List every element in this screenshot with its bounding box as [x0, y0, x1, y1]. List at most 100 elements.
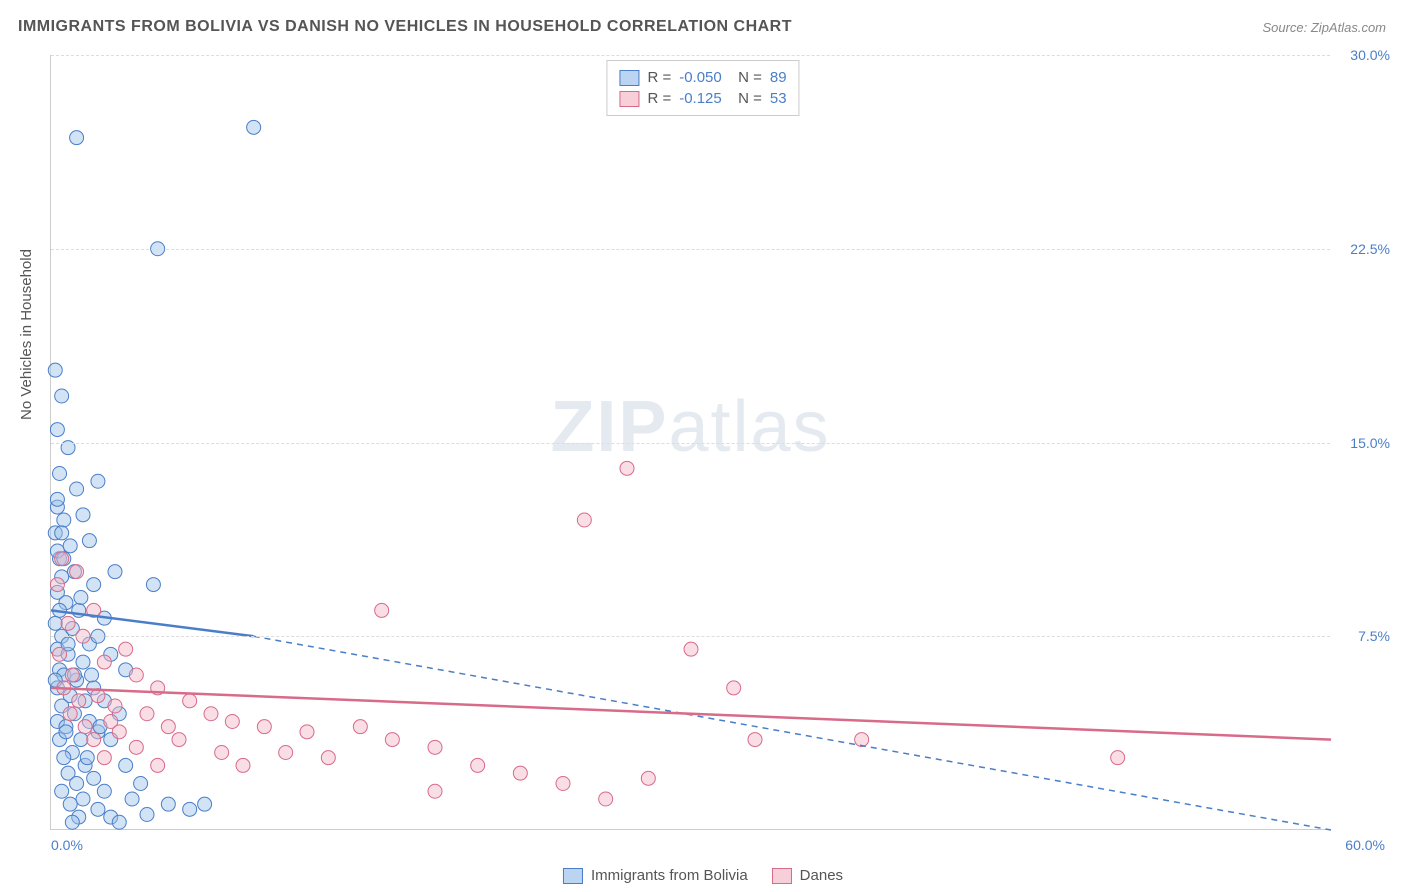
stat-n-value: 89: [770, 69, 787, 86]
data-point: [215, 746, 229, 760]
data-point: [599, 792, 613, 806]
data-point: [119, 642, 133, 656]
data-point: [61, 616, 75, 630]
y-tick-label: 15.0%: [1350, 435, 1390, 451]
series-legend: Immigrants from Bolivia Danes: [563, 867, 843, 884]
source-label: Source: ZipAtlas.com: [1262, 20, 1386, 35]
data-point: [97, 655, 111, 669]
legend-label: Danes: [800, 867, 843, 884]
data-point: [385, 733, 399, 747]
data-point: [63, 539, 77, 553]
data-point: [82, 534, 96, 548]
data-point: [48, 616, 62, 630]
stat-n-label: N =: [730, 69, 762, 86]
data-point: [53, 467, 67, 481]
data-point: [140, 707, 154, 721]
trend-line: [51, 688, 1331, 740]
data-point: [76, 508, 90, 522]
data-point: [727, 681, 741, 695]
data-point: [74, 591, 88, 605]
data-point: [620, 461, 634, 475]
data-point: [70, 482, 84, 496]
data-point: [87, 771, 101, 785]
data-point: [247, 120, 261, 134]
legend-swatch: [619, 91, 639, 107]
data-point: [279, 746, 293, 760]
data-point: [375, 603, 389, 617]
data-point: [134, 777, 148, 791]
data-point: [55, 552, 69, 566]
data-point: [76, 792, 90, 806]
data-point: [57, 513, 71, 527]
data-point: [59, 725, 73, 739]
y-axis-label: No Vehicles in Household: [18, 249, 35, 420]
data-point: [76, 655, 90, 669]
data-point: [97, 751, 111, 765]
data-point: [50, 578, 64, 592]
data-point: [183, 802, 197, 816]
data-point: [97, 784, 111, 798]
data-point: [183, 694, 197, 708]
data-point: [91, 474, 105, 488]
data-point: [65, 668, 79, 682]
data-point: [146, 578, 160, 592]
data-point: [198, 797, 212, 811]
data-point: [70, 777, 84, 791]
data-point: [125, 792, 139, 806]
stats-legend-row: R = -0.125 N = 53: [619, 88, 786, 109]
data-point: [78, 720, 92, 734]
data-point: [257, 720, 271, 734]
data-point: [55, 526, 69, 540]
data-point: [55, 389, 69, 403]
y-tick-label: 22.5%: [1350, 241, 1390, 257]
data-point: [321, 751, 335, 765]
y-tick-label: 7.5%: [1358, 628, 1390, 644]
data-point: [87, 733, 101, 747]
data-point: [129, 740, 143, 754]
data-point: [50, 423, 64, 437]
data-point: [161, 797, 175, 811]
data-point: [80, 751, 94, 765]
data-point: [74, 733, 88, 747]
data-point: [236, 758, 250, 772]
data-point: [63, 797, 77, 811]
gridline: [51, 249, 1330, 250]
data-point: [556, 777, 570, 791]
stat-n-value: 53: [770, 90, 787, 107]
data-point: [85, 668, 99, 682]
stat-n-label: N =: [730, 90, 762, 107]
stat-r-value: -0.050: [679, 69, 722, 86]
legend-label: Immigrants from Bolivia: [591, 867, 748, 884]
data-point: [204, 707, 218, 721]
y-tick-label: 30.0%: [1350, 47, 1390, 63]
data-point: [855, 733, 869, 747]
data-point: [577, 513, 591, 527]
data-point: [353, 720, 367, 734]
chart-plot-area: ZIPatlas 0.0% 60.0% 7.5%15.0%22.5%30.0%: [50, 55, 1330, 830]
data-point: [65, 815, 79, 829]
data-point: [87, 578, 101, 592]
data-point: [1111, 751, 1125, 765]
data-point: [172, 733, 186, 747]
data-point: [225, 715, 239, 729]
data-point: [63, 707, 77, 721]
data-point: [70, 565, 84, 579]
data-point: [55, 784, 69, 798]
data-point: [72, 694, 86, 708]
legend-item: Immigrants from Bolivia: [563, 867, 748, 884]
legend-item: Danes: [772, 867, 843, 884]
data-point: [471, 758, 485, 772]
data-point: [428, 784, 442, 798]
data-point: [108, 699, 122, 713]
x-tick-max: 60.0%: [1345, 837, 1385, 853]
data-point: [748, 733, 762, 747]
x-tick-min: 0.0%: [51, 837, 83, 853]
stat-r-label: R =: [647, 90, 671, 107]
legend-swatch: [563, 868, 583, 884]
data-point: [161, 720, 175, 734]
stat-r-label: R =: [647, 69, 671, 86]
legend-swatch: [619, 70, 639, 86]
stats-legend: R = -0.050 N = 89 R = -0.125 N = 53: [606, 60, 799, 116]
gridline: [51, 55, 1330, 56]
data-point: [140, 808, 154, 822]
